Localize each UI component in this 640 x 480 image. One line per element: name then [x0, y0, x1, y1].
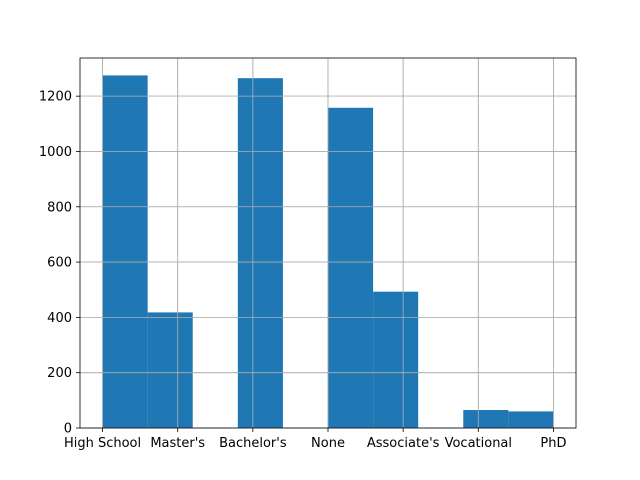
y-tick-label: 1200 [39, 90, 72, 105]
x-tick-label: Master's [150, 436, 205, 451]
histogram-bar [328, 107, 374, 428]
x-axis: High School Master's Bachelor's None Associa… [64, 428, 567, 451]
x-tick-label: Associate's [367, 436, 440, 451]
y-tick-label: 1000 [39, 145, 72, 160]
y-axis: 0 200 400 600 800 1000 1200 [39, 90, 80, 437]
histogram-bar [508, 411, 554, 428]
x-tick-label: Vocational [445, 436, 512, 451]
y-tick-label: 0 [64, 422, 72, 437]
histogram-bar [237, 78, 283, 429]
x-tick-label: Bachelor's [219, 436, 287, 451]
histogram-bar [102, 75, 148, 429]
y-tick-label: 200 [47, 366, 72, 381]
x-tick-label: None [311, 436, 345, 451]
y-tick-label: 600 [47, 256, 72, 271]
y-tick-label: 800 [47, 200, 72, 215]
x-tick-label: High School [64, 436, 141, 451]
histogram-bar [147, 312, 193, 428]
y-tick-label: 400 [47, 311, 72, 326]
histogram-bars [80, 58, 576, 429]
x-tick-label: PhD [540, 436, 566, 451]
histogram-bar [373, 291, 419, 428]
histogram-bar [463, 410, 509, 428]
